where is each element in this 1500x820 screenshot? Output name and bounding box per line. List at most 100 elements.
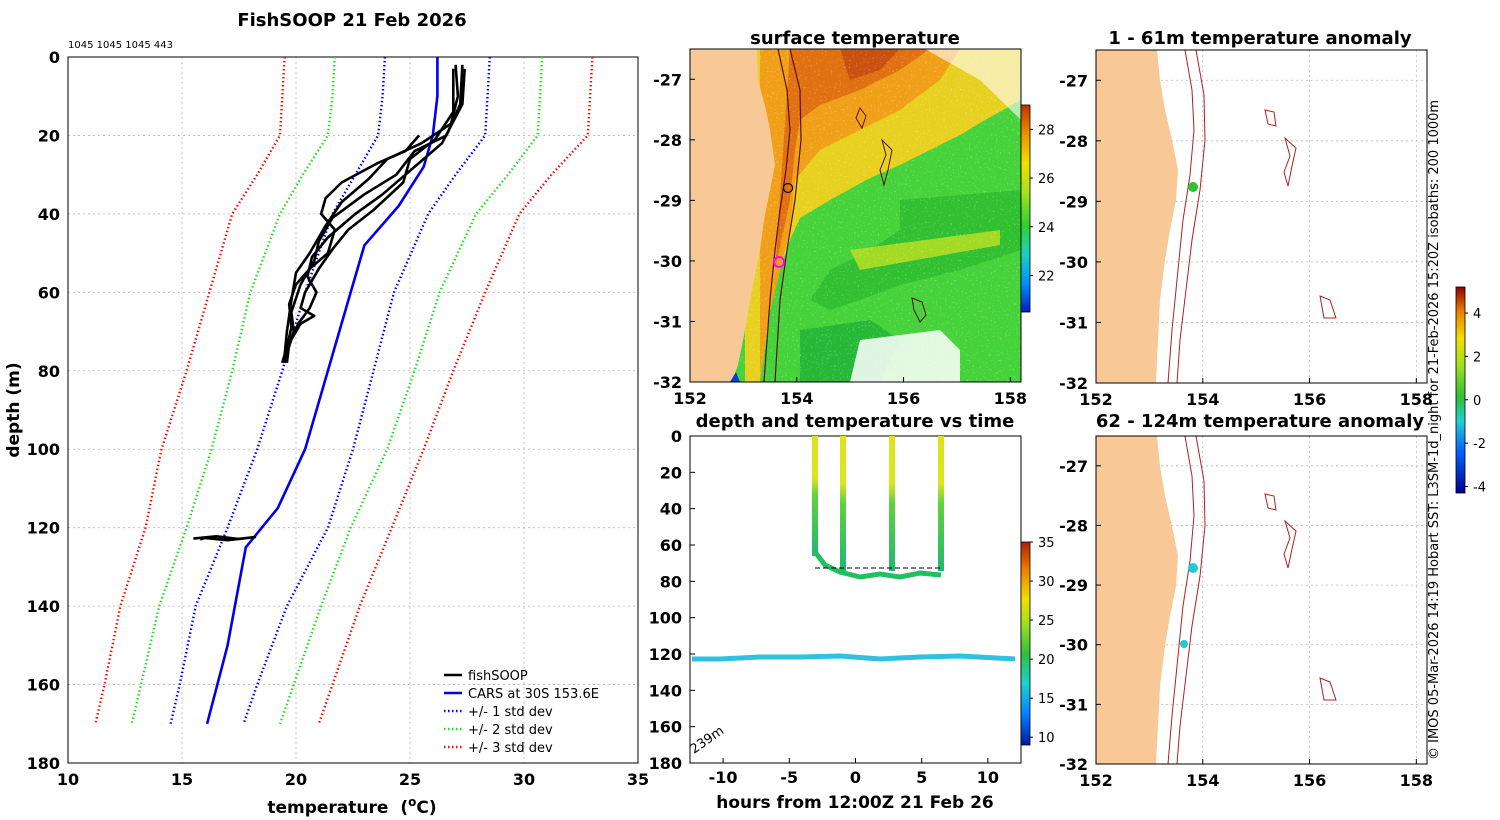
profile-xtick-label: 35 xyxy=(627,770,649,789)
depth-time-xtick-label: -10 xyxy=(709,768,738,787)
map-ytick-label: -30 xyxy=(1059,636,1088,655)
depth-time-xtick-label: 5 xyxy=(916,768,927,787)
sst-cold-corner xyxy=(730,372,740,382)
profile-legend: fishSOOP CARS at 30S 153.6E +/- 1 std dev +… xyxy=(444,669,599,756)
temp-colorbar xyxy=(1020,541,1031,746)
colorbar-tick-label: 28 xyxy=(1038,123,1055,138)
profile-xlabel-unit: ( xyxy=(400,798,408,818)
profile-cast-2 xyxy=(840,436,846,571)
map-xtick-label: 156 xyxy=(1293,390,1326,409)
anomaly-colorbar xyxy=(1455,286,1466,494)
temp-colorbar-ticks: 10 15 20 25 30 35 xyxy=(1030,536,1055,746)
map-xtick-label: 152 xyxy=(1079,390,1112,409)
profile-ytick-label: 180 xyxy=(27,754,60,773)
map-ytick-label: -28 xyxy=(653,131,682,150)
anomaly-shallow-isobath-200 xyxy=(1167,50,1195,383)
map-xtick-label: 156 xyxy=(1293,771,1326,790)
profile-frame xyxy=(67,56,639,764)
map-ytick-label: -28 xyxy=(1059,132,1088,151)
legend-label: +/- 1 std dev xyxy=(468,705,553,720)
legend-label: CARS at 30S 153.6E xyxy=(468,687,599,702)
sst-cloud-patch-s xyxy=(850,330,960,382)
profile-ytick-label: 140 xyxy=(27,597,60,616)
sst-colorbar xyxy=(1020,104,1031,313)
sst-map-field xyxy=(690,49,1021,382)
profile-ytick-label: 120 xyxy=(27,519,60,538)
colorbar-tick-label: 25 xyxy=(1038,614,1055,629)
map-ytick-label: -32 xyxy=(1059,374,1088,393)
profile-series-line xyxy=(283,68,455,360)
profile-counts-label: 1045 1045 1045 443 xyxy=(68,40,173,51)
profile-xlabel-text: temperature xyxy=(267,798,388,818)
depth-time-trace xyxy=(692,436,1016,662)
profile-title: FishSOOP 21 Feb 2026 xyxy=(237,10,466,31)
map-xtick-label: 158 xyxy=(1400,390,1433,409)
profile-series-line xyxy=(193,534,257,542)
map-ytick-label: -28 xyxy=(1059,516,1088,535)
profile-cast-4 xyxy=(938,436,944,571)
sst-land xyxy=(690,49,775,382)
anomaly-shallow-seamount-3 xyxy=(1319,295,1337,319)
map-xtick-label: 152 xyxy=(673,389,706,408)
profile-ytick-label: 40 xyxy=(38,205,60,224)
colorbar-tick-label: 20 xyxy=(1038,653,1055,668)
map-ytick-label: -31 xyxy=(1059,695,1088,714)
depth-time-ytick-label: 40 xyxy=(660,500,682,519)
profile-xtick-label: 10 xyxy=(57,770,79,789)
depth-time-ytick-label: 100 xyxy=(649,609,682,628)
profile-ytick-label: 20 xyxy=(38,126,60,145)
legend-label: +/- 3 std dev xyxy=(468,741,553,756)
colorbar-tick-label: 15 xyxy=(1038,692,1055,707)
profile-xlabel: temperature (oC) xyxy=(267,795,436,818)
map-xtick-label: 158 xyxy=(1400,771,1433,790)
profile-panel: FishSOOP 21 Feb 2026 1045 1045 1045 443 … xyxy=(4,10,649,818)
profile-cast-1 xyxy=(812,436,818,556)
profile-xtick-label: 15 xyxy=(171,770,193,789)
anomaly-deep-land xyxy=(1096,436,1178,764)
anomaly-colorbar-ticks: 4 2 0 -2 -4 xyxy=(1465,307,1486,495)
profile-ytick-label: 60 xyxy=(38,283,60,302)
profile-series-line xyxy=(283,64,464,364)
depth-time-title: depth and temperature vs time xyxy=(696,411,1015,432)
sst-vessel-marker xyxy=(782,182,794,194)
sst-map-panel: surface temperature 152 154 156 158 -27 -28 -2… xyxy=(653,28,1054,408)
sst-seamount-1 xyxy=(855,106,867,130)
anomaly-shallow-ticks: 152 154 156 158 -27 -28 -29 -30 -31 -32 xyxy=(1059,71,1433,409)
map-ytick-label: -27 xyxy=(653,70,682,89)
depth-time-xlabel: hours from 12:00Z 21 Feb 26 xyxy=(716,793,994,813)
profile-series-line xyxy=(94,56,286,725)
depth-time-xtick-label: 10 xyxy=(977,768,999,787)
depth-time-ytick-label: 160 xyxy=(649,718,682,737)
colorbar-tick-label: 4 xyxy=(1473,307,1481,322)
sst-isobath-200 xyxy=(763,49,791,382)
sst-isobath-1000 xyxy=(774,49,802,382)
profile-xlabel-unit-end: C) xyxy=(416,798,436,818)
colorbar-tick-label: 2 xyxy=(1473,350,1481,365)
profile-xtick-label: 30 xyxy=(513,770,535,789)
anomaly-shallow-isobath-1000 xyxy=(1176,50,1206,383)
anomaly-shallow-seamount-2 xyxy=(1283,136,1297,187)
profile-xtick-label: 25 xyxy=(399,770,421,789)
colorbar-tick-label: 0 xyxy=(1473,394,1481,409)
colorbar-tick-label: 10 xyxy=(1038,731,1055,746)
profile-ytick-label: 0 xyxy=(49,48,60,67)
colorbar-tick-label: 35 xyxy=(1038,536,1055,551)
colorbar-tick-label: -4 xyxy=(1473,480,1486,495)
profile-series-line xyxy=(242,56,491,725)
map-xtick-label: 158 xyxy=(994,389,1027,408)
sst-seamount-2 xyxy=(879,138,893,187)
depth-time-frame xyxy=(689,435,1022,764)
profile-series-line xyxy=(205,57,439,725)
profile-series xyxy=(94,56,594,725)
anomaly-deep-title: 62 - 124m temperature anomaly xyxy=(1096,411,1425,432)
depth-time-ytick-label: 0 xyxy=(671,427,682,446)
sst-colorbar-ticks: 22 24 26 28 xyxy=(1030,123,1055,284)
legend-label: +/- 2 std dev xyxy=(468,723,553,738)
anomaly-deep-seamount-2 xyxy=(1283,519,1297,569)
map-ytick-label: -27 xyxy=(1059,457,1088,476)
map-ytick-label: -30 xyxy=(653,252,682,271)
profile-ytick-label: 100 xyxy=(27,440,60,459)
map-xtick-label: 154 xyxy=(780,389,813,408)
